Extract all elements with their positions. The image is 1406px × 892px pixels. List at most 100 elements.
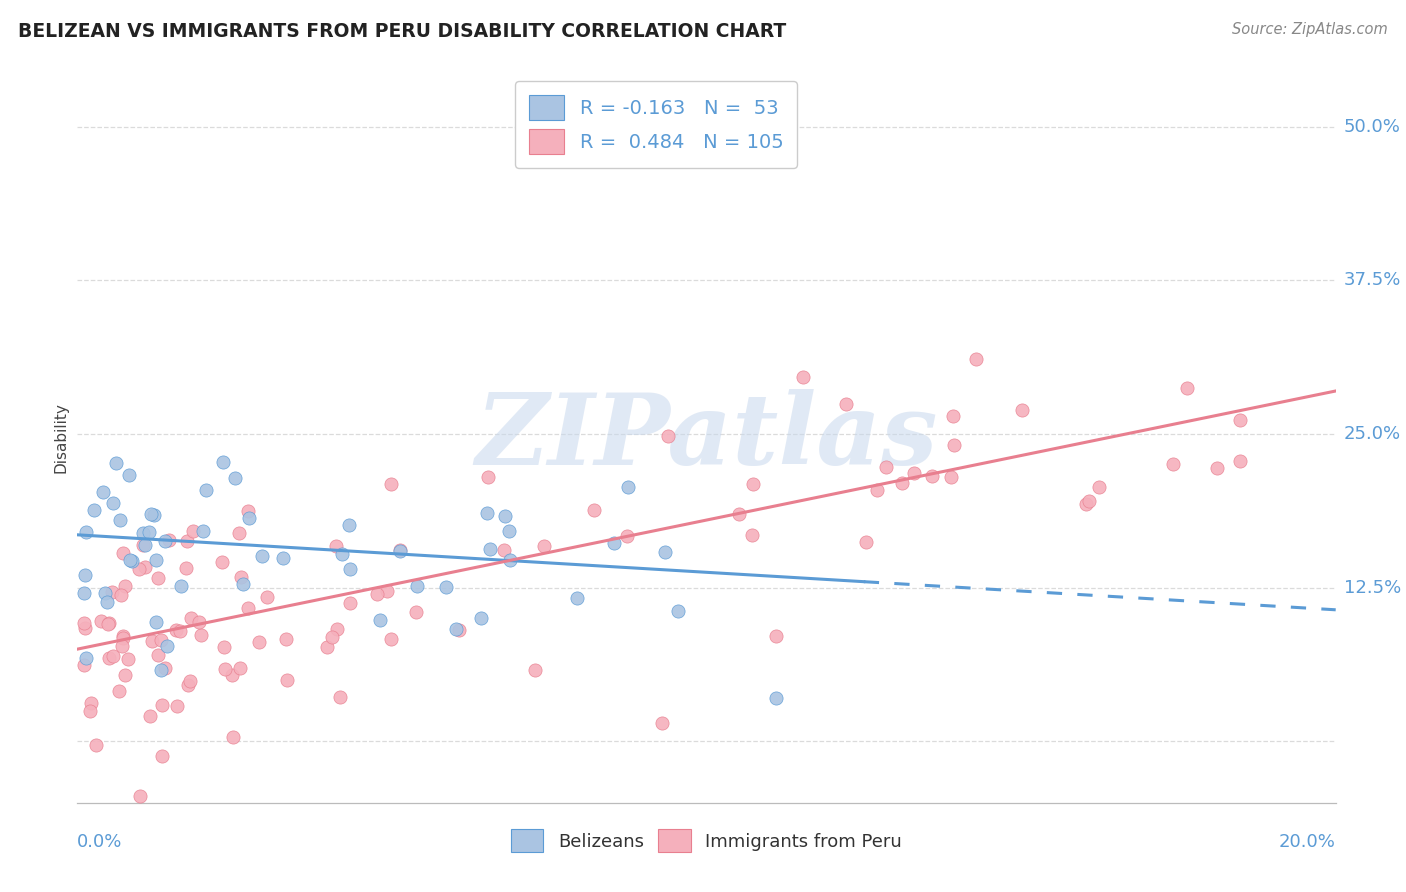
Point: [97, 617, 120, 632]
Point: [337, 518, 360, 533]
Point: [73, 567, 96, 582]
Point: [370, 613, 392, 627]
Point: [93, 586, 115, 600]
Point: [212, 455, 235, 469]
Point: [444, 622, 467, 636]
Point: [835, 397, 858, 411]
Point: [91, 484, 114, 499]
Point: [73, 621, 96, 635]
Point: [84, 739, 107, 753]
Point: [211, 555, 233, 569]
Point: [101, 585, 124, 599]
Point: [891, 476, 914, 491]
Point: [477, 470, 499, 484]
Point: [128, 789, 150, 803]
Point: [191, 524, 214, 538]
Point: [156, 639, 179, 653]
Point: [75, 651, 97, 665]
Point: [375, 583, 398, 598]
Point: [75, 525, 97, 540]
Point: [153, 661, 176, 675]
Text: ZIPatlas: ZIPatlas: [475, 389, 938, 485]
Point: [114, 668, 136, 682]
Point: [941, 469, 963, 483]
Point: [104, 456, 127, 470]
Point: [177, 678, 200, 692]
Point: [498, 524, 520, 538]
Point: [150, 749, 173, 764]
Point: [616, 479, 638, 493]
Point: [180, 610, 202, 624]
Point: [389, 542, 412, 557]
Point: [179, 673, 201, 688]
Point: [533, 539, 555, 553]
Point: [388, 544, 411, 558]
Point: [212, 640, 235, 655]
Point: [166, 698, 188, 713]
Point: [174, 561, 197, 575]
Point: [654, 545, 676, 559]
Point: [329, 690, 352, 704]
Point: [112, 629, 135, 643]
Point: [221, 668, 243, 682]
Point: [181, 524, 204, 538]
Point: [332, 547, 354, 561]
Point: [101, 649, 124, 664]
Point: [942, 409, 965, 424]
Point: [903, 466, 925, 480]
Point: [339, 596, 361, 610]
Point: [250, 549, 273, 563]
Point: [110, 588, 132, 602]
Point: [325, 539, 347, 553]
Point: [118, 467, 141, 482]
Point: [406, 579, 429, 593]
Point: [232, 577, 254, 591]
Point: [339, 562, 361, 576]
Point: [134, 538, 156, 552]
Point: [112, 631, 135, 645]
Point: [170, 579, 193, 593]
Point: [72, 586, 94, 600]
Point: [1177, 382, 1199, 396]
Point: [1078, 494, 1101, 508]
Point: [145, 553, 167, 567]
Point: [165, 624, 187, 638]
Point: [79, 704, 101, 718]
Point: [247, 635, 270, 649]
Text: 25.0%: 25.0%: [1344, 425, 1402, 443]
Point: [1206, 460, 1229, 475]
Point: [190, 628, 212, 642]
Point: [1011, 403, 1033, 417]
Point: [146, 571, 169, 585]
Point: [616, 529, 638, 543]
Point: [108, 683, 131, 698]
Point: [765, 691, 787, 706]
Point: [224, 471, 246, 485]
Point: [855, 534, 877, 549]
Point: [145, 615, 167, 629]
Point: [478, 541, 501, 556]
Point: [666, 604, 689, 618]
Point: [132, 538, 155, 552]
Point: [90, 614, 112, 628]
Point: [98, 651, 121, 665]
Text: 37.5%: 37.5%: [1344, 271, 1402, 289]
Point: [380, 632, 402, 646]
Point: [96, 595, 118, 609]
Point: [150, 663, 173, 677]
Point: [943, 438, 966, 452]
Point: [114, 579, 136, 593]
Point: [146, 648, 169, 663]
Point: [1161, 457, 1184, 471]
Point: [475, 506, 498, 520]
Text: 12.5%: 12.5%: [1344, 579, 1402, 597]
Point: [111, 546, 134, 560]
Point: [238, 511, 260, 525]
Point: [727, 507, 749, 521]
Point: [188, 615, 211, 630]
Point: [134, 559, 156, 574]
Point: [965, 351, 987, 366]
Text: BELIZEAN VS IMMIGRANTS FROM PERU DISABILITY CORRELATION CHART: BELIZEAN VS IMMIGRANTS FROM PERU DISABIL…: [18, 22, 786, 41]
Point: [80, 696, 103, 710]
Point: [316, 640, 339, 654]
